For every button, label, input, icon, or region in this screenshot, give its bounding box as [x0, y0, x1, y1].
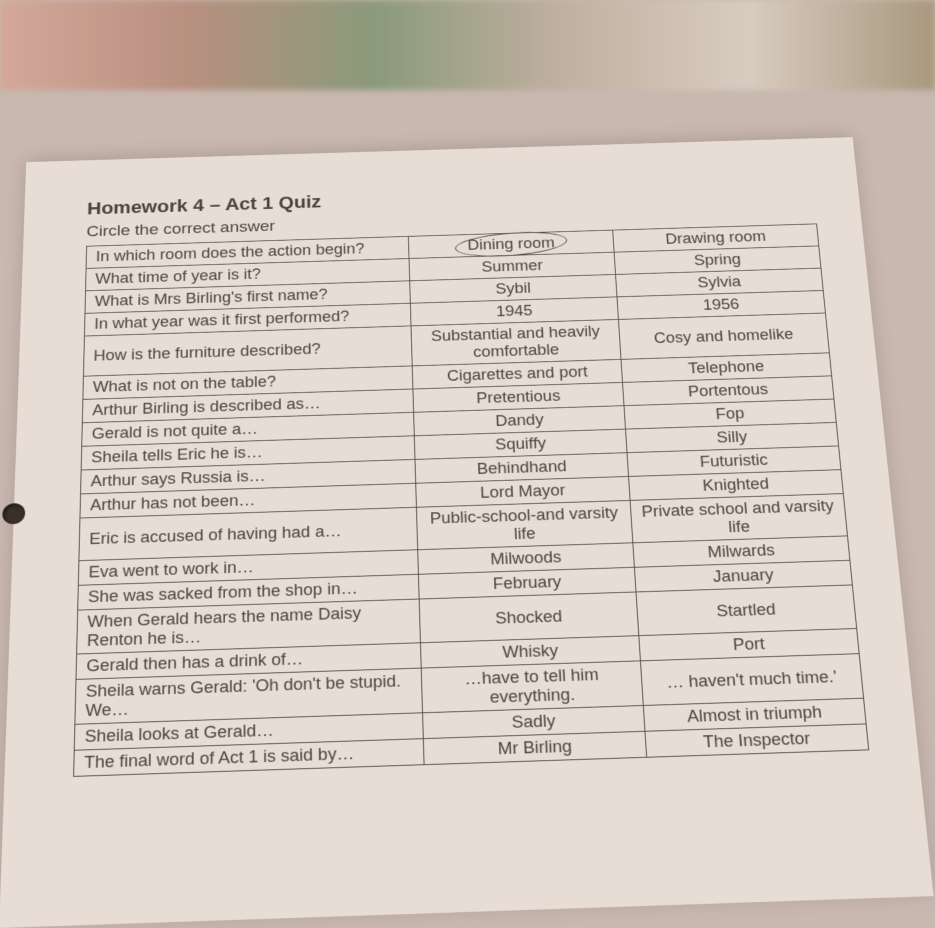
- option-b-cell: Cosy and homelike: [619, 313, 830, 359]
- worksheet-paper: Homework 4 – Act 1 Quiz Circle the corre…: [0, 137, 934, 928]
- quiz-table: In which room does the action begin?Dini…: [73, 223, 869, 776]
- option-b-cell: Startled: [636, 585, 857, 636]
- option-a-cell: Shocked: [419, 592, 639, 643]
- background-photo: [0, 0, 935, 90]
- circled-answer: Dining room: [467, 235, 555, 254]
- option-a-cell: …have to tell him everything.: [421, 661, 643, 713]
- option-b-cell: Private school and varsity life: [630, 494, 847, 543]
- option-b-cell: … haven't much time.': [640, 654, 863, 706]
- option-a-cell: Substantial and heavily comfortable: [411, 319, 621, 365]
- option-a-cell: Public-school-and varsity life: [417, 500, 633, 549]
- punch-hole: [2, 503, 25, 524]
